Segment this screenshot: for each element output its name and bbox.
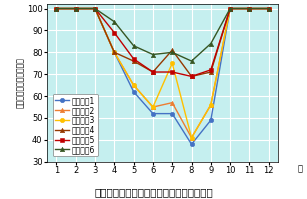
Text: 月: 月 bbox=[298, 165, 303, 174]
シナリオ3 bbox=[170, 62, 174, 64]
シナリオ3 bbox=[55, 7, 58, 10]
シナリオ2 bbox=[93, 7, 97, 10]
Line: シナリオ6: シナリオ6 bbox=[54, 6, 271, 63]
シナリオ5 bbox=[55, 7, 58, 10]
シナリオ2 bbox=[132, 84, 135, 86]
シナリオ4 bbox=[55, 7, 58, 10]
シナリオ3 bbox=[247, 7, 251, 10]
Y-axis label: 現況に対する比率（％）: 現況に対する比率（％） bbox=[17, 58, 25, 108]
シナリオ4 bbox=[93, 7, 97, 10]
シナリオ5 bbox=[112, 31, 116, 34]
シナリオ3 bbox=[112, 51, 116, 54]
シナリオ3 bbox=[74, 7, 78, 10]
シナリオ6 bbox=[112, 20, 116, 23]
シナリオ2 bbox=[170, 101, 174, 104]
シナリオ6 bbox=[267, 7, 270, 10]
シナリオ6 bbox=[74, 7, 78, 10]
シナリオ5 bbox=[267, 7, 270, 10]
シナリオ4 bbox=[267, 7, 270, 10]
シナリオ1 bbox=[132, 91, 135, 93]
シナリオ3 bbox=[132, 84, 135, 86]
シナリオ4 bbox=[170, 49, 174, 51]
シナリオ4 bbox=[190, 75, 193, 78]
シナリオ5 bbox=[170, 71, 174, 73]
シナリオ2 bbox=[190, 137, 193, 139]
シナリオ5 bbox=[228, 7, 232, 10]
シナリオ6 bbox=[132, 45, 135, 47]
シナリオ2 bbox=[151, 106, 155, 108]
シナリオ4 bbox=[74, 7, 78, 10]
シナリオ2 bbox=[267, 7, 270, 10]
シナリオ4 bbox=[209, 71, 213, 73]
シナリオ3 bbox=[151, 106, 155, 108]
シナリオ6 bbox=[151, 53, 155, 56]
シナリオ5 bbox=[209, 69, 213, 71]
シナリオ1 bbox=[151, 112, 155, 115]
Line: シナリオ4: シナリオ4 bbox=[54, 6, 271, 79]
Line: シナリオ1: シナリオ1 bbox=[54, 6, 271, 146]
シナリオ1 bbox=[247, 7, 251, 10]
シナリオ1 bbox=[93, 7, 97, 10]
シナリオ3 bbox=[209, 104, 213, 106]
シナリオ5 bbox=[190, 75, 193, 78]
シナリオ1 bbox=[170, 112, 174, 115]
シナリオ2 bbox=[112, 51, 116, 54]
シナリオ6 bbox=[55, 7, 58, 10]
シナリオ1 bbox=[55, 7, 58, 10]
シナリオ6 bbox=[228, 7, 232, 10]
シナリオ6 bbox=[170, 51, 174, 54]
シナリオ4 bbox=[247, 7, 251, 10]
シナリオ1 bbox=[74, 7, 78, 10]
シナリオ1 bbox=[209, 119, 213, 121]
Line: シナリオ2: シナリオ2 bbox=[54, 6, 271, 140]
シナリオ2 bbox=[55, 7, 58, 10]
シナリオ1 bbox=[228, 7, 232, 10]
シナリオ1 bbox=[112, 51, 116, 54]
シナリオ4 bbox=[112, 51, 116, 54]
シナリオ1 bbox=[190, 143, 193, 145]
シナリオ4 bbox=[132, 60, 135, 62]
シナリオ5 bbox=[132, 58, 135, 60]
Line: シナリオ5: シナリオ5 bbox=[54, 6, 271, 79]
シナリオ5 bbox=[247, 7, 251, 10]
シナリオ5 bbox=[93, 7, 97, 10]
シナリオ2 bbox=[209, 104, 213, 106]
シナリオ2 bbox=[247, 7, 251, 10]
Line: シナリオ3: シナリオ3 bbox=[54, 6, 271, 140]
シナリオ2 bbox=[74, 7, 78, 10]
シナリオ5 bbox=[74, 7, 78, 10]
シナリオ4 bbox=[151, 71, 155, 73]
Legend: シナリオ1, シナリオ2, シナリオ3, シナリオ4, シナリオ5, シナリオ6: シナリオ1, シナリオ2, シナリオ3, シナリオ4, シナリオ5, シナリオ6 bbox=[53, 94, 98, 156]
シナリオ3 bbox=[228, 7, 232, 10]
シナリオ3 bbox=[190, 137, 193, 139]
シナリオ3 bbox=[93, 7, 97, 10]
シナリオ3 bbox=[267, 7, 270, 10]
シナリオ5 bbox=[151, 71, 155, 73]
シナリオ6 bbox=[209, 42, 213, 45]
シナリオ2 bbox=[228, 7, 232, 10]
シナリオ4 bbox=[228, 7, 232, 10]
Text: 図３　月平均全窒素濃度のシナリオ別変化: 図３ 月平均全窒素濃度のシナリオ別変化 bbox=[94, 187, 213, 197]
シナリオ6 bbox=[247, 7, 251, 10]
シナリオ6 bbox=[93, 7, 97, 10]
シナリオ6 bbox=[190, 60, 193, 62]
シナリオ1 bbox=[267, 7, 270, 10]
